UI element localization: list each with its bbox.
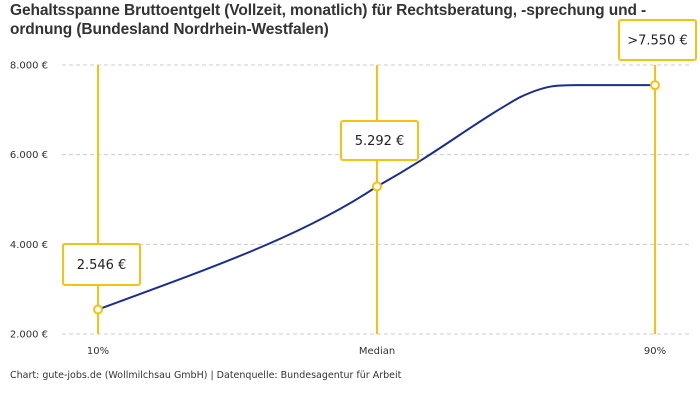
data-point [372, 181, 382, 192]
y-tick-label: 8.000 € [10, 61, 48, 72]
chart-title: Gehaltsspanne Bruttoentgelt (Vollzeit, m… [10, 2, 647, 38]
data-point [93, 304, 103, 315]
y-tick-label: 6.000 € [10, 150, 48, 161]
x-tick-label: 90% [644, 346, 666, 357]
salary-curve [97, 84, 655, 311]
data-label-box [62, 243, 141, 286]
x-tick-label: 10% [87, 346, 109, 357]
data-label: 2.546 € [77, 258, 127, 273]
y-tick-label: 4.000 € [10, 240, 48, 251]
data-label: >7.550 € [627, 34, 688, 49]
chart-source: Chart: gute-jobs.de (Wollmilchsau GmbH) … [10, 370, 402, 381]
data-label: 5.292 € [355, 134, 405, 149]
data-point [650, 80, 660, 91]
x-tick-label: Median [359, 346, 395, 357]
data-label-box [618, 19, 697, 61]
y-tick-label: 2.000 € [10, 330, 48, 341]
data-label-box [340, 120, 419, 161]
